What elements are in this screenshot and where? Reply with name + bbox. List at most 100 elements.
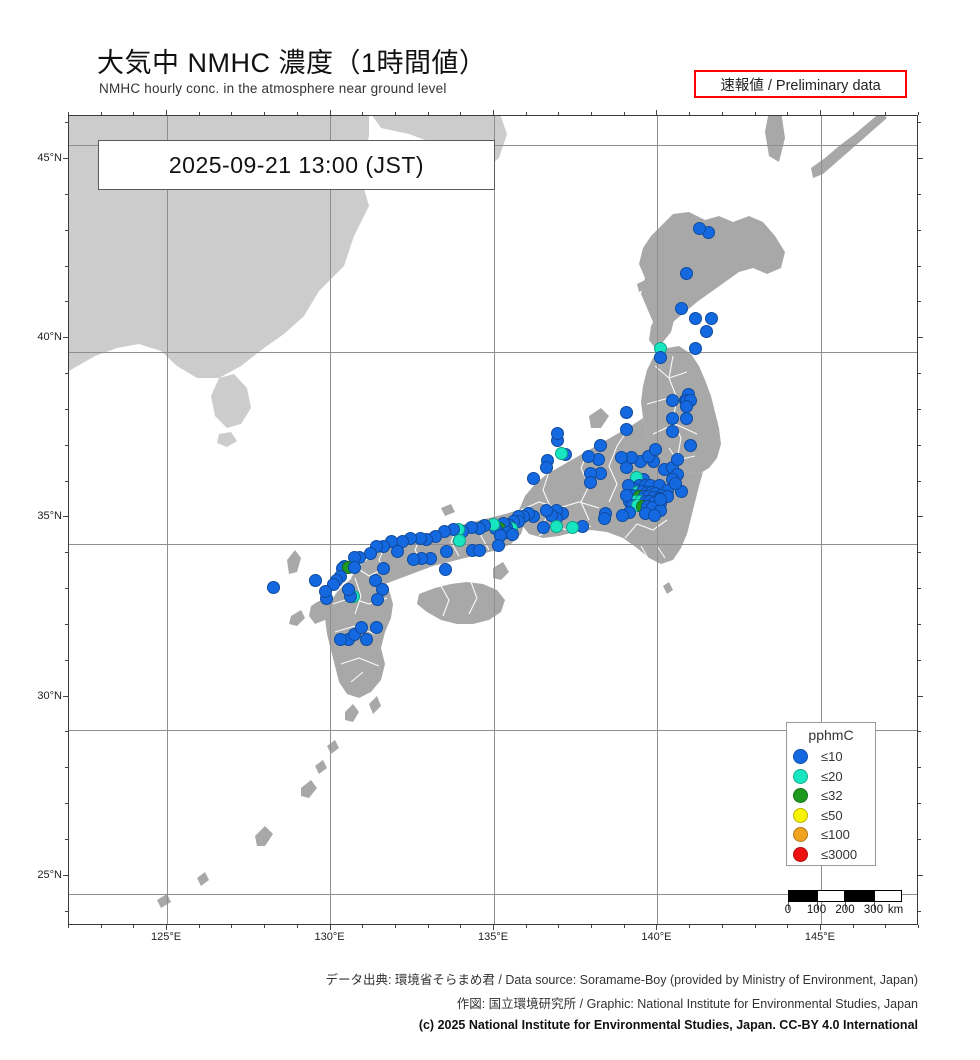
station-marker[interactable]: [615, 450, 628, 464]
station-marker[interactable]: [679, 412, 693, 426]
y-axis-label: 30°N: [37, 689, 62, 702]
station-marker[interactable]: [565, 520, 579, 534]
x-axis-tick: [787, 112, 789, 115]
y-axis-tick: [65, 301, 68, 303]
station-marker[interactable]: [619, 488, 633, 502]
station-marker[interactable]: [539, 461, 553, 475]
station-marker[interactable]: [615, 509, 629, 523]
station-marker[interactable]: [583, 475, 597, 489]
station-marker[interactable]: [391, 544, 405, 558]
x-axis-tick: [460, 925, 462, 928]
station-marker[interactable]: [688, 342, 702, 356]
x-axis-tick: [264, 925, 266, 928]
x-axis-tick: [296, 925, 298, 928]
x-axis-tick: [198, 925, 200, 928]
legend-item-label: ≤20: [821, 768, 843, 784]
legend-color-swatch: [793, 788, 808, 803]
station-marker[interactable]: [582, 449, 596, 463]
station-marker[interactable]: [666, 394, 680, 408]
station-marker[interactable]: [666, 424, 680, 438]
station-marker[interactable]: [549, 519, 563, 533]
legend-item: ≤100: [793, 825, 850, 844]
station-marker[interactable]: [671, 452, 685, 466]
station-marker[interactable]: [453, 534, 467, 548]
goto-islands: [289, 610, 305, 626]
scale-bar: [788, 890, 902, 910]
station-marker[interactable]: [333, 632, 347, 646]
station-marker[interactable]: [649, 442, 663, 456]
station-marker[interactable]: [266, 580, 280, 594]
station-marker[interactable]: [347, 561, 361, 575]
x-axis-tick: [493, 925, 494, 930]
station-marker[interactable]: [439, 562, 453, 576]
y-axis-tick: [65, 910, 68, 912]
oki-islands: [441, 504, 455, 516]
station-marker[interactable]: [342, 583, 356, 597]
station-marker[interactable]: [371, 593, 385, 607]
prefecture-borders: [332, 355, 698, 683]
x-axis-tick: [852, 925, 854, 928]
station-marker[interactable]: [309, 573, 323, 587]
y-axis-tick: [65, 373, 68, 375]
y-axis-tick: [918, 838, 921, 840]
y-axis-tick: [918, 193, 921, 195]
station-marker[interactable]: [700, 324, 713, 338]
station-marker[interactable]: [319, 585, 333, 599]
station-marker[interactable]: [554, 447, 568, 461]
station-marker[interactable]: [472, 544, 486, 558]
station-marker[interactable]: [675, 302, 689, 316]
y-axis-tick: [918, 767, 921, 769]
station-marker[interactable]: [668, 476, 682, 490]
legend-color-swatch: [793, 768, 808, 784]
scale-tick-200: [845, 902, 846, 910]
station-marker[interactable]: [679, 399, 693, 413]
station-marker[interactable]: [407, 552, 421, 566]
station-marker[interactable]: [492, 538, 506, 552]
station-marker[interactable]: [360, 632, 373, 646]
shikoku-island: [417, 582, 505, 624]
y-axis-tick: [918, 480, 921, 482]
x-axis-tick: [689, 925, 691, 928]
station-marker[interactable]: [648, 509, 662, 523]
station-marker[interactable]: [370, 621, 384, 635]
y-axis-tick: [65, 659, 68, 661]
station-marker[interactable]: [665, 412, 679, 426]
legend-color-swatch: [793, 846, 808, 862]
x-axis-tick: [231, 112, 233, 115]
x-axis-label: 145°E: [804, 931, 835, 943]
x-axis-tick: [558, 112, 560, 115]
station-marker[interactable]: [377, 561, 390, 575]
station-marker[interactable]: [363, 546, 377, 560]
station-marker[interactable]: [683, 438, 697, 452]
y-axis-tick: [63, 337, 68, 339]
scale-bar-label: 100: [806, 904, 827, 916]
station-marker[interactable]: [680, 267, 694, 281]
station-marker[interactable]: [688, 312, 702, 325]
legend-item: ≤32: [793, 786, 843, 805]
preliminary-data-badge: 速報値 / Preliminary data: [694, 70, 907, 98]
x-axis-tick: [329, 110, 331, 115]
station-marker[interactable]: [593, 439, 607, 453]
y-axis-label: 45°N: [37, 152, 62, 164]
station-marker[interactable]: [619, 406, 633, 420]
footer-data-source: データ出典: 環境省そらまめ君 / Data source: Soramame-…: [325, 973, 918, 987]
y-axis-tick: [918, 408, 921, 410]
station-marker[interactable]: [526, 472, 540, 486]
station-marker[interactable]: [551, 426, 565, 440]
station-marker[interactable]: [654, 492, 668, 506]
y-axis-tick: [63, 695, 68, 697]
station-marker[interactable]: [619, 423, 633, 437]
x-axis-tick: [819, 110, 821, 115]
station-marker[interactable]: [693, 222, 707, 236]
y-axis-tick: [65, 229, 68, 231]
station-marker[interactable]: [598, 511, 611, 525]
y-axis-tick: [65, 408, 68, 410]
scale-seg-3: [845, 890, 874, 902]
x-axis-tick: [166, 110, 168, 115]
ryukyu-yaeyama: [157, 894, 171, 908]
station-marker[interactable]: [440, 544, 454, 558]
station-marker[interactable]: [537, 520, 551, 534]
station-marker[interactable]: [540, 503, 554, 517]
station-marker[interactable]: [704, 312, 718, 325]
station-marker[interactable]: [654, 351, 668, 365]
